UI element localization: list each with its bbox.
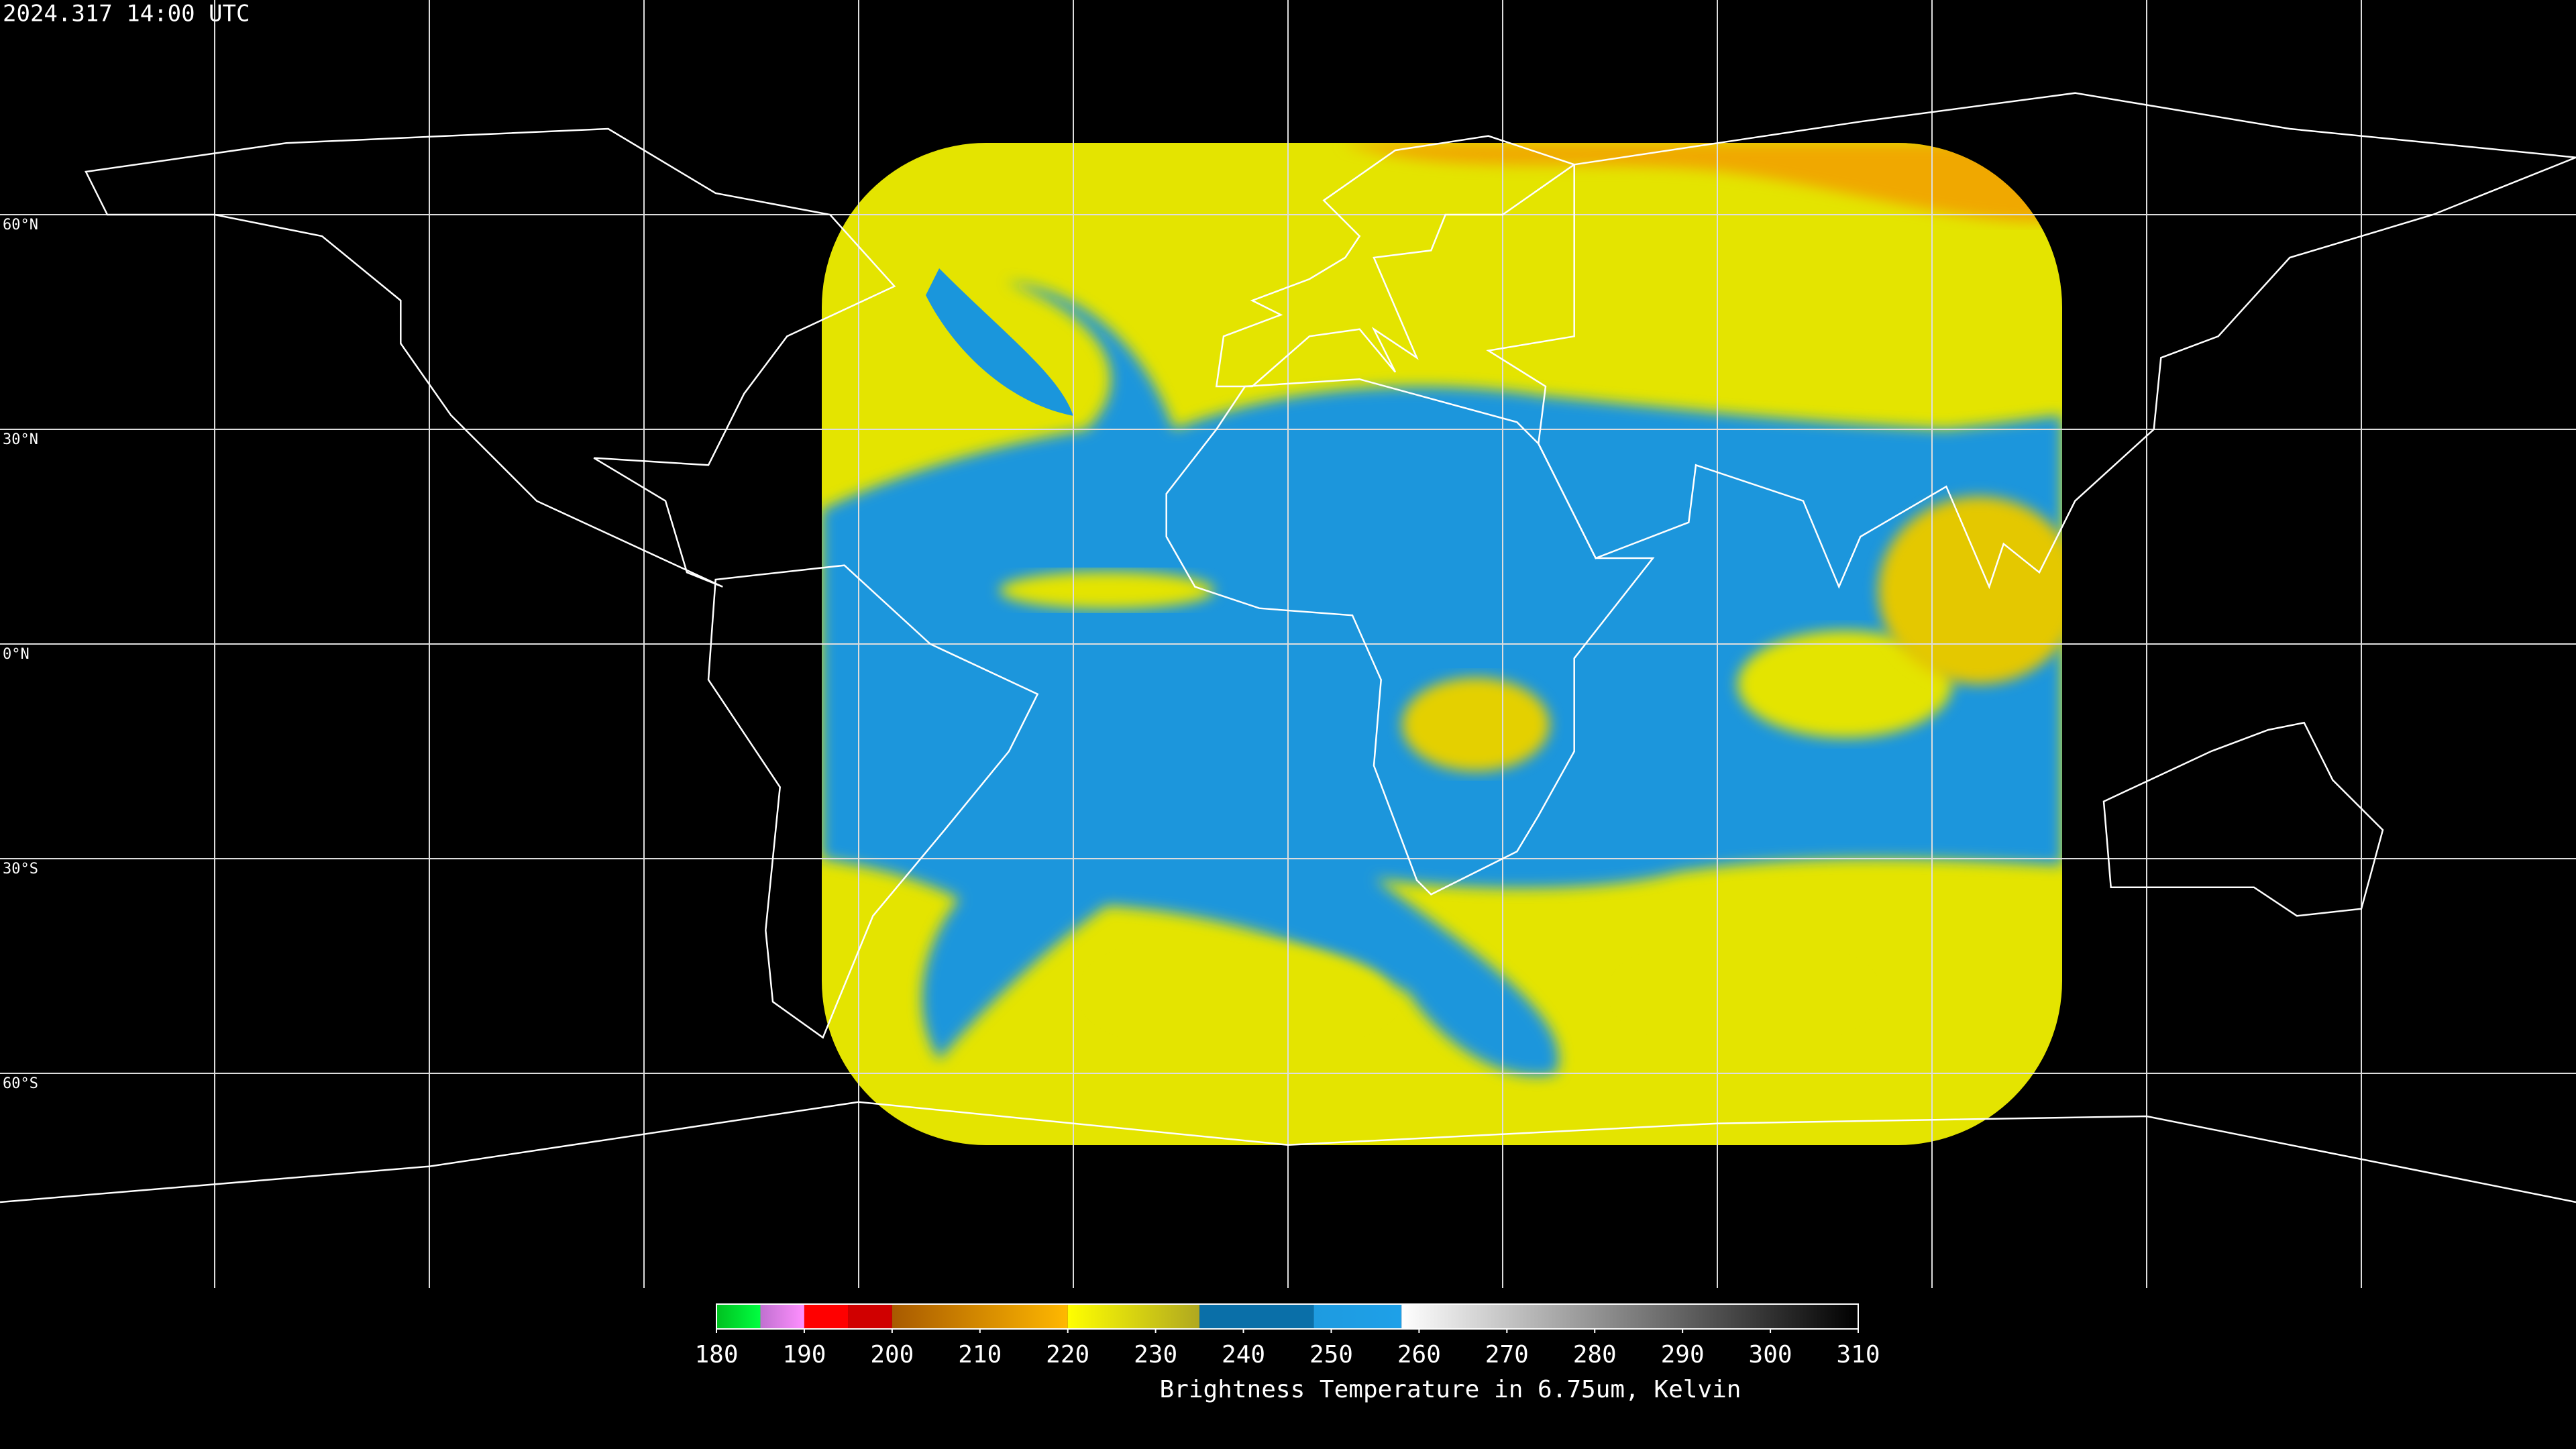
colorbar-tick-label: 220	[1046, 1341, 1089, 1368]
colorbar-segment	[892, 1304, 1068, 1329]
coastline	[1486, 92, 2576, 590]
coastline	[1165, 378, 1655, 896]
latitude-label: 60°S	[3, 1075, 38, 1092]
latitude-label: 30°N	[3, 431, 38, 448]
colorbar-tick-label: 250	[1309, 1341, 1353, 1368]
graticule	[0, 0, 2576, 1288]
coastline	[85, 127, 896, 588]
coastline	[1215, 135, 1576, 388]
colorbar-tick-label: 260	[1397, 1341, 1441, 1368]
colorbar-segment	[1199, 1304, 1314, 1329]
colorbar-tick-label: 300	[1749, 1341, 1792, 1368]
colorbar-segment	[1401, 1304, 1858, 1329]
latitude-label: 60°N	[3, 217, 38, 233]
colorbar-tick-label: 230	[1134, 1341, 1177, 1368]
colorbar-tick-label: 310	[1836, 1341, 1880, 1368]
coastline	[707, 564, 1039, 1039]
colorbar-title: Brightness Temperature in 6.75um, Kelvin	[1160, 1376, 1741, 1403]
colorbar-segment	[1313, 1304, 1402, 1329]
colorbar-tick-label: 240	[1222, 1341, 1265, 1368]
colorbar-tick-label: 280	[1573, 1341, 1617, 1368]
colorbar-tick-label: 200	[870, 1341, 914, 1368]
colorbar-frame	[716, 1303, 1859, 1330]
colorbar-tick-label: 210	[958, 1341, 1002, 1368]
colorbar-tick-label: 190	[782, 1341, 826, 1368]
colorbar-segment	[804, 1304, 849, 1329]
colorbar-segment	[848, 1304, 892, 1329]
colorbar-tick-label: 290	[1661, 1341, 1705, 1368]
colorbar-tick-label: 270	[1485, 1341, 1529, 1368]
coastline	[2102, 721, 2384, 917]
latitude-label: 0°N	[3, 646, 30, 663]
colorbar-segment	[1067, 1304, 1200, 1329]
colorbar-tick-label: 180	[694, 1341, 738, 1368]
colorbar-segment	[716, 1304, 761, 1329]
colorbar-segment	[760, 1304, 804, 1329]
coastlines	[0, 92, 2576, 1203]
latitude-label: 30°S	[3, 861, 38, 877]
timestamp: 2024.317 14:00 UTC	[3, 1, 250, 28]
coastline	[0, 1101, 2576, 1203]
